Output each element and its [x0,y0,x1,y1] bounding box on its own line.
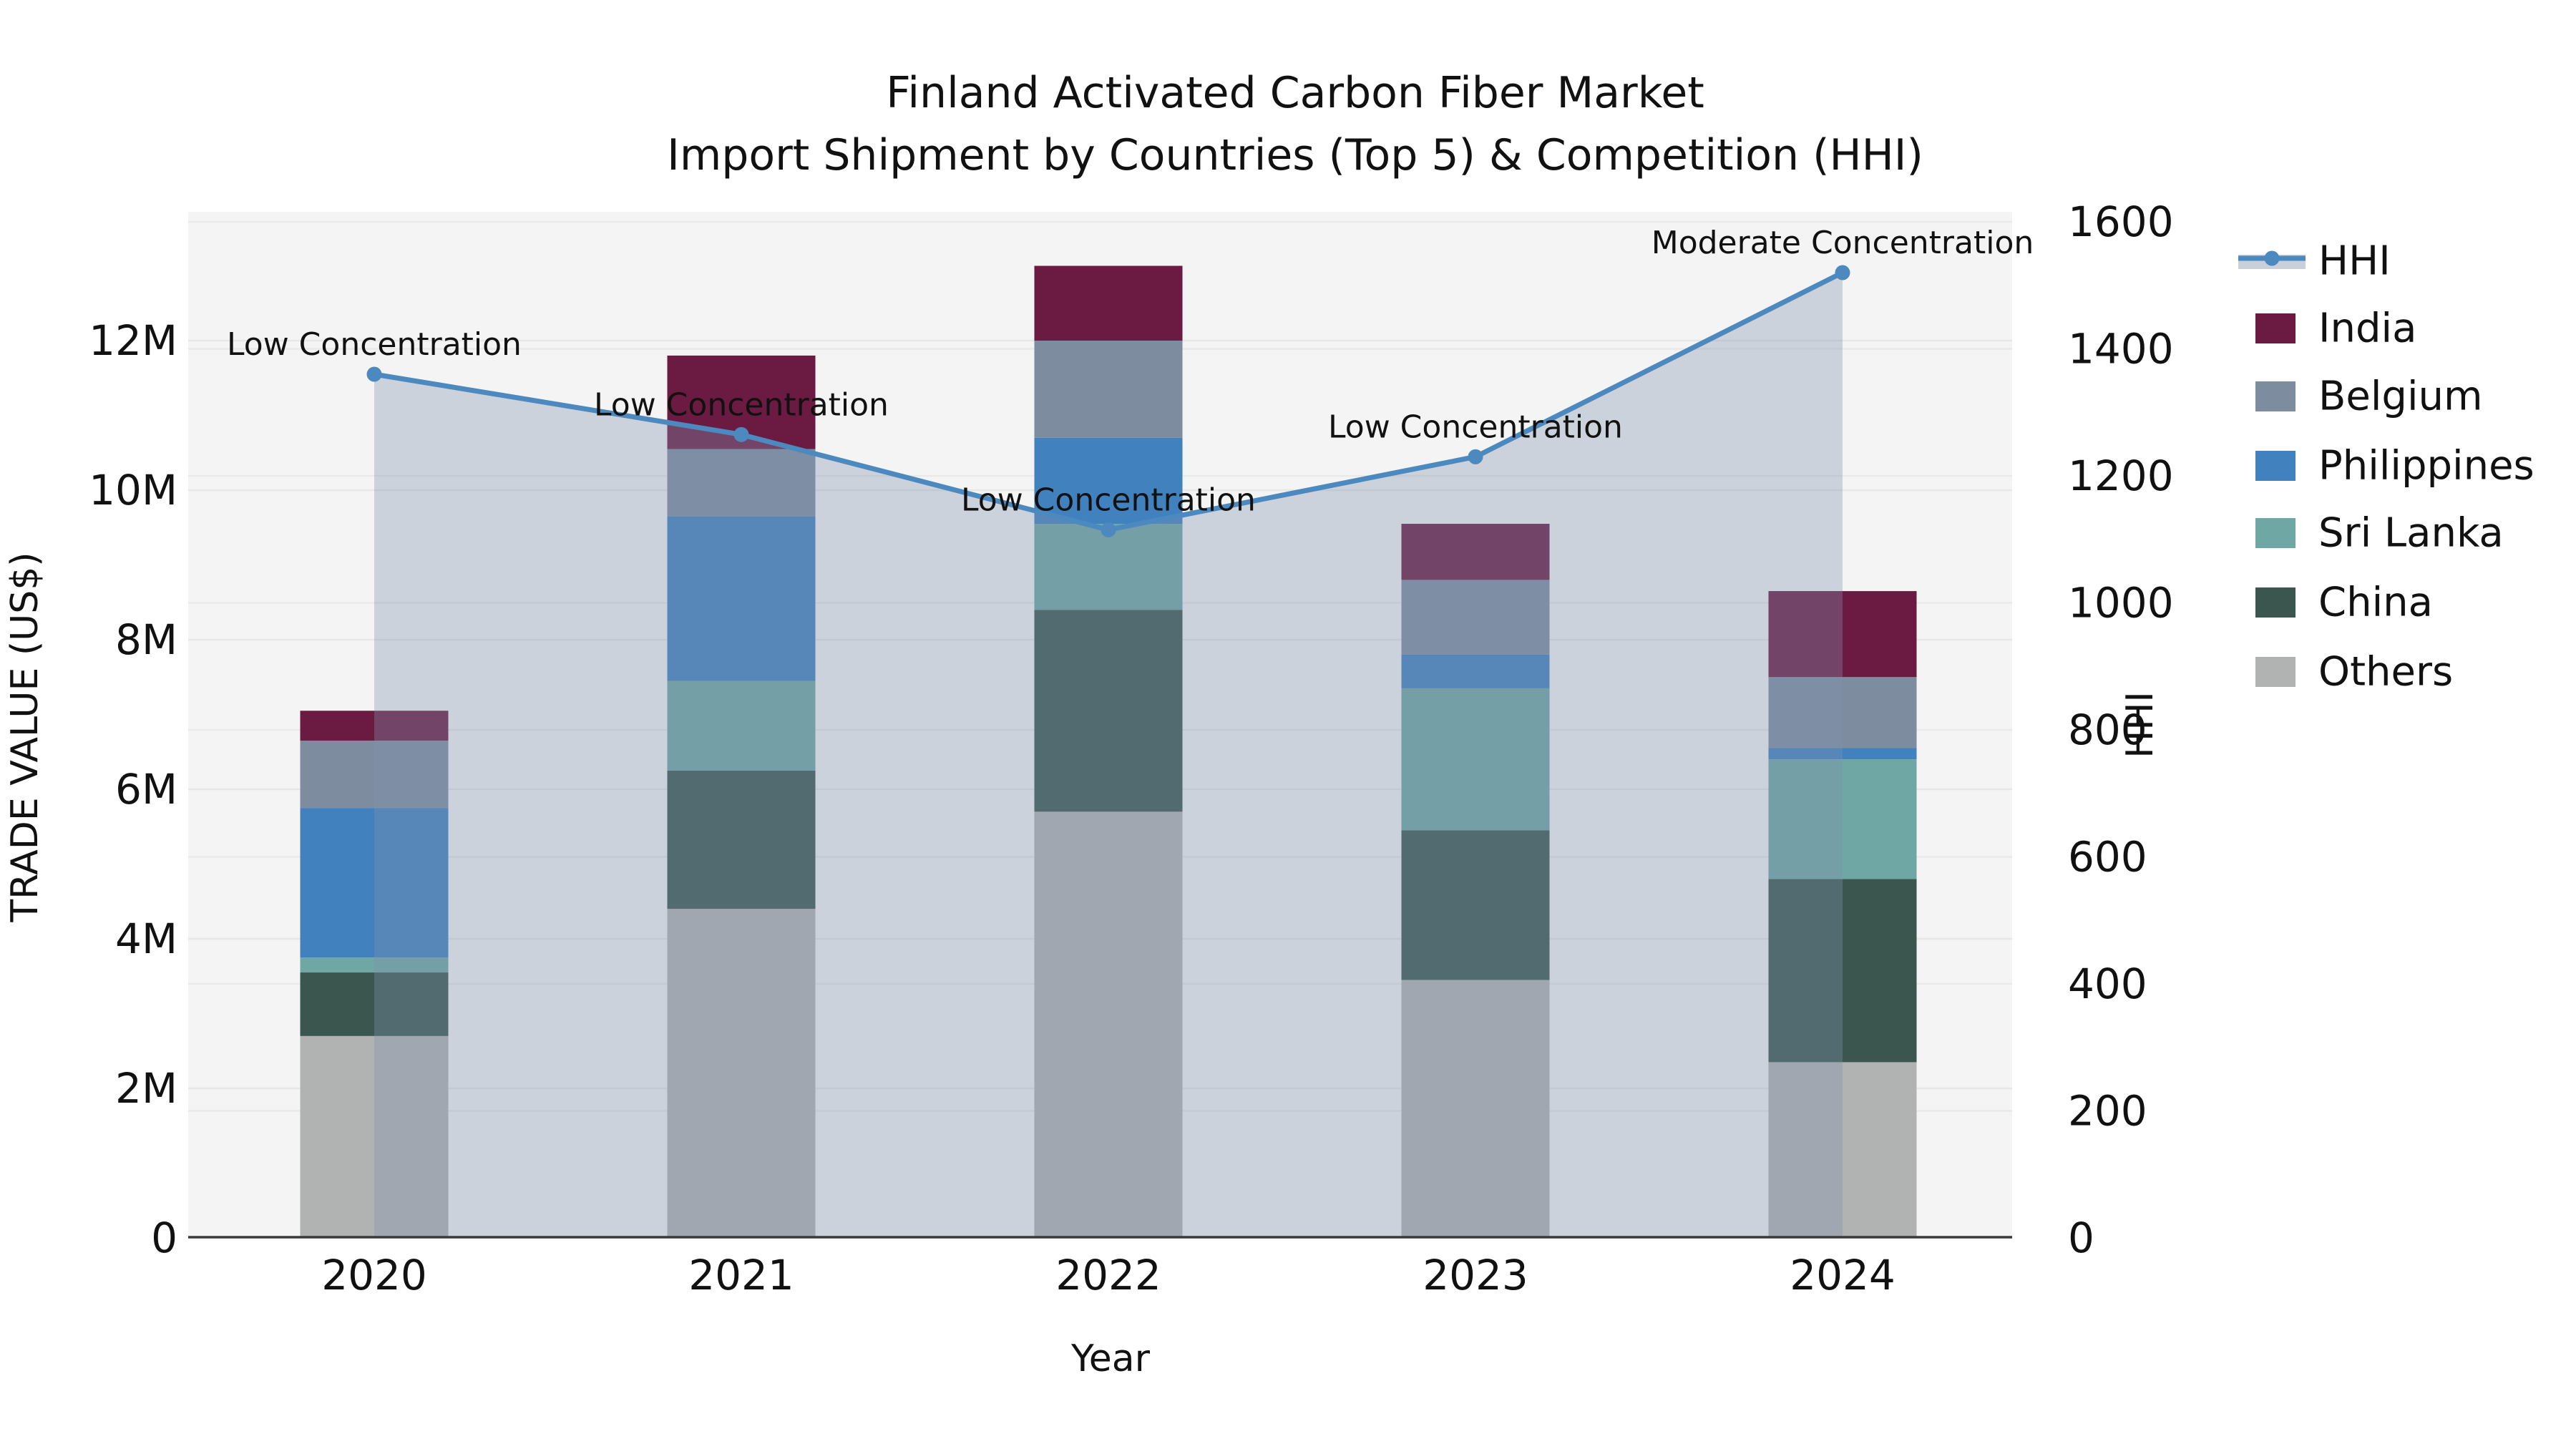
legend-item-belgium: Belgium [2255,374,2483,420]
legend-swatch-india [2255,313,2296,343]
legend-label-belgium: Belgium [2318,374,2483,420]
legend-item-others: Others [2255,649,2453,696]
legend-hhi-marker-swatch [2264,250,2280,266]
hhi-marker-2021 [733,426,749,442]
bar-segment-belgium-2024 [1768,677,1917,748]
bar-segment-philippines-2020 [300,808,449,958]
y-axis-label-right: HHI [2119,691,2162,758]
bar-segment-belgium-2023 [1401,580,1550,655]
y-tick-label-right: 200 [2068,1087,2147,1136]
legend-item-sri-lanka: Sri Lanka [2255,510,2504,557]
legend-item-philippines: Philippines [2255,443,2534,489]
legend-label-hhi: HHI [2318,238,2391,285]
y-tick-label-right: 1600 [2068,197,2174,246]
y-tick-label-right: 1400 [2068,325,2174,374]
x-tick-label-2021: 2021 [688,1251,794,1299]
bar-segment-sri-lanka-2021 [667,680,816,771]
legend-swatch-philippines [2255,451,2296,481]
bar-segment-belgium-2020 [300,741,449,809]
y-tick-label-right: 1000 [2068,579,2174,628]
legend-item-hhi: HHI [2238,238,2391,285]
hhi-marker-2024 [1835,265,1850,280]
bar-segment-others-2020 [300,1035,449,1238]
bar-segment-china-2022 [1034,610,1183,812]
x-tick-label-2024: 2024 [1790,1251,1896,1299]
annotation-label-2022: Low Concentration [961,482,1256,518]
bar-segment-others-2021 [667,909,816,1238]
legend-swatch-others [2255,657,2296,687]
bar-segment-india-2023 [1401,524,1550,580]
hhi-marker-2023 [1468,449,1483,464]
legend-label-china: China [2318,580,2433,626]
bar-segment-sri-lanka-2023 [1401,688,1550,831]
bar-segment-sri-lanka-2022 [1034,524,1183,610]
y-tick-label-left: 12M [89,316,177,365]
x-tick-label-2020: 2020 [321,1251,427,1299]
legend-swatch-belgium [2255,381,2296,411]
bar-segment-china-2023 [1401,830,1550,980]
bar-segment-india-2020 [300,711,449,741]
y-tick-label-right: 800 [2068,706,2147,754]
x-tick-label-2022: 2022 [1055,1251,1161,1299]
y-tick-label-left: 0 [151,1214,177,1262]
legend-label-india: India [2318,306,2416,352]
annotation-label-2021: Low Concentration [594,386,889,423]
bar-segment-belgium-2021 [667,449,816,517]
annotation-label-2020: Low Concentration [227,326,522,363]
legend-label-sri-lanka: Sri Lanka [2318,510,2504,557]
y-tick-label-left: 2M [115,1064,177,1113]
bar-segment-china-2021 [667,770,816,909]
bar-segment-belgium-2022 [1034,341,1183,438]
bar-segment-philippines-2023 [1401,654,1550,688]
hhi-area [374,273,1843,1237]
bar-segment-others-2022 [1034,811,1183,1238]
legend-swatch-china [2255,587,2296,618]
legend: HHI India Belgium Philippines Sri Lanka China… [2238,238,2534,696]
y-axis-label-left: TRADE VALUE (US$) [4,552,47,922]
chart-title-line2: Import Shipment by Countries (Top 5) & C… [667,130,1923,180]
bar-segment-sri-lanka-2024 [1768,759,1917,879]
hhi-marker-2022 [1101,522,1116,537]
hhi-marker-2020 [366,366,382,382]
bar-segment-china-2024 [1768,879,1917,1063]
y-tick-label-left: 4M [115,914,177,963]
y-tick-label-right: 600 [2068,833,2147,882]
y-tick-label-left: 8M [115,615,177,664]
annotation-label-2023: Low Concentration [1328,409,1623,445]
legend-item-india: India [2255,306,2416,352]
chart-title-line1: Finland Activated Carbon Fiber Market [886,68,1704,118]
x-tick-label-2023: 2023 [1423,1251,1528,1299]
bar-segment-others-2024 [1768,1062,1917,1238]
legend-label-others: Others [2318,649,2453,696]
y-tick-label-left: 10M [89,466,177,514]
bar-segment-sri-lanka-2020 [300,957,449,973]
legend-swatch-sri-lanka [2255,518,2296,548]
legend-label-philippines: Philippines [2318,443,2534,489]
bar-segment-philippines-2024 [1768,748,1917,760]
bar-segment-india-2024 [1768,591,1917,678]
bar-segment-india-2022 [1034,265,1183,341]
y-tick-label-left: 6M [115,765,177,814]
legend-item-china: China [2255,580,2433,626]
bar-segment-others-2023 [1401,980,1550,1238]
y-tick-label-right: 0 [2068,1214,2094,1262]
bar-segment-philippines-2021 [667,516,816,681]
y-tick-label-right: 1200 [2068,452,2174,500]
bar-segment-philippines-2022 [1034,437,1183,525]
y-tick-label-right: 400 [2068,960,2147,1008]
annotation-label-2024: Moderate Concentration [1652,225,2034,261]
x-axis-label: Year [1070,1337,1151,1380]
bar-segment-china-2020 [300,972,449,1036]
plot-layer: Low Concentration Low Concentration Low Co… [89,197,2173,1299]
